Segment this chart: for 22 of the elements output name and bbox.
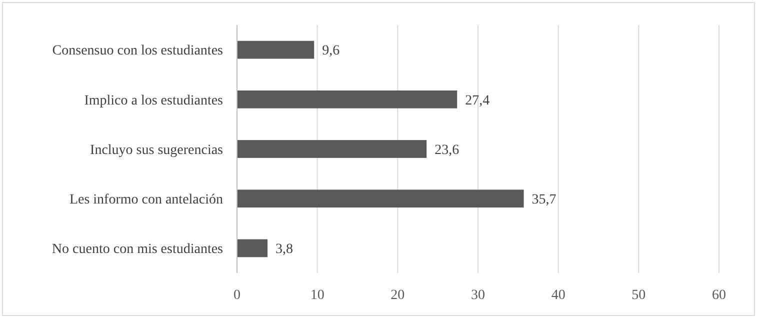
y-tick-label: Les informo con antelación	[69, 192, 223, 208]
x-tick-label: 20	[390, 288, 405, 303]
y-tick-label: Implico a los estudiantes	[84, 93, 223, 108]
data-label: 35,7	[532, 192, 556, 208]
bar	[237, 140, 427, 158]
data-label: 27,4	[465, 93, 490, 108]
data-label: 23,6	[434, 142, 460, 158]
y-tick-label: Incluyo sus sugerencias	[90, 142, 223, 158]
bar	[237, 40, 314, 59]
bar	[237, 90, 458, 108]
data-label: 3,8	[276, 242, 294, 258]
x-tick-label: 30	[471, 288, 485, 303]
y-tick-label: Consensuo con los estudiantes	[52, 44, 223, 59]
bar	[237, 239, 268, 258]
x-tick-label: 40	[551, 288, 566, 303]
x-tick-label: 50	[632, 288, 646, 303]
x-tick-label: 10	[310, 288, 324, 303]
x-tick-label: 60	[712, 288, 726, 303]
x-tick-label: 0	[234, 288, 240, 303]
y-tick-label: No cuento con mis estudiantes	[52, 242, 223, 258]
data-label: 9,6	[322, 44, 340, 59]
bar	[237, 190, 524, 208]
